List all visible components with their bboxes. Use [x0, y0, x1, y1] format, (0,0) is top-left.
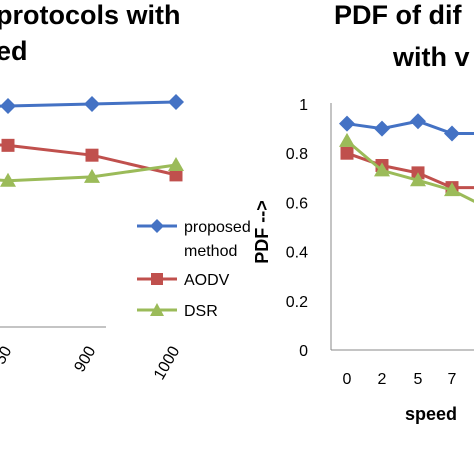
- right-series-1-point-0: [340, 146, 354, 160]
- left-series-1-point-2: [169, 168, 183, 182]
- left-x-tick-label-1: 900: [71, 343, 99, 375]
- right-y-tick-label-3: 0.6: [286, 195, 308, 212]
- right-y-tick-label-0: 0: [299, 343, 308, 360]
- right-series-2-point-0: [339, 132, 355, 147]
- left-chart-title-line1: protocols with: [0, 0, 181, 30]
- left-series-1-point-0: [1, 138, 15, 152]
- legend-item-proposed-method: proposed method: [137, 219, 251, 260]
- right-series-0-point-1: [374, 120, 390, 137]
- right-chart-title-line1: PDF of dif: [334, 0, 462, 30]
- right-y-tick-label-5: 1: [299, 97, 308, 114]
- left-series-2-point-2: [168, 157, 184, 172]
- legend-marker-aodv: [151, 273, 163, 285]
- legend-item-aodv: AODV: [137, 272, 230, 289]
- left-series-1-point-1: [85, 148, 99, 162]
- left-x-tick-label-2: 1000: [151, 343, 184, 382]
- legend-label-aodv: AODV: [184, 272, 230, 289]
- right-series-0-point-0: [339, 115, 355, 132]
- legend-marker-dsr: [150, 303, 164, 316]
- legend: proposed method AODV DSR: [137, 219, 251, 320]
- left-series-line-0: [0, 100, 177, 108]
- left-series-2-point-1: [84, 168, 100, 183]
- right-series-2-point-3: [444, 182, 460, 197]
- right-chart-x-axis-label: speed: [405, 404, 457, 424]
- right-chart-y-axis-label: PDF -->: [252, 200, 272, 264]
- right-y-tick-label-4: 0.8: [286, 146, 308, 163]
- legend-label-dsr: DSR: [184, 303, 218, 320]
- right-x-tick-label-3: 7: [448, 371, 457, 388]
- right-chart-title-line2: with v: [392, 42, 470, 72]
- right-y-tick-label-1: 0.2: [286, 294, 308, 311]
- right-series-2-point-2: [410, 172, 426, 187]
- right-series-0-point-2: [410, 113, 426, 130]
- left-series-0-point-0: [0, 97, 16, 114]
- right-x-tick-label-1: 2: [378, 371, 387, 388]
- legend-item-dsr: DSR: [137, 303, 218, 320]
- right-series-0-point-3: [444, 125, 460, 142]
- right-y-tick-label-2: 0.4: [286, 245, 308, 262]
- left-series-0-point-1: [84, 95, 100, 112]
- right-x-tick-label-2: 5: [414, 371, 423, 388]
- right-series-2-point-1: [374, 162, 390, 177]
- right-series-line-2: [346, 139, 474, 203]
- right-x-tick-label-0: 0: [343, 371, 352, 388]
- left-x-tick-label-0: 50: [0, 343, 16, 367]
- legend-marker-proposed-method: [150, 219, 164, 233]
- left-series-2-point-0: [0, 172, 16, 187]
- legend-label-proposed-line1: proposed: [184, 219, 251, 236]
- left-series-0-point-2: [168, 94, 184, 110]
- left-chart-title-line2: ed: [0, 36, 28, 66]
- left-series-line-1: [0, 143, 177, 177]
- legend-label-proposed-line2: method: [184, 243, 237, 260]
- left-series-line-2: [0, 163, 177, 183]
